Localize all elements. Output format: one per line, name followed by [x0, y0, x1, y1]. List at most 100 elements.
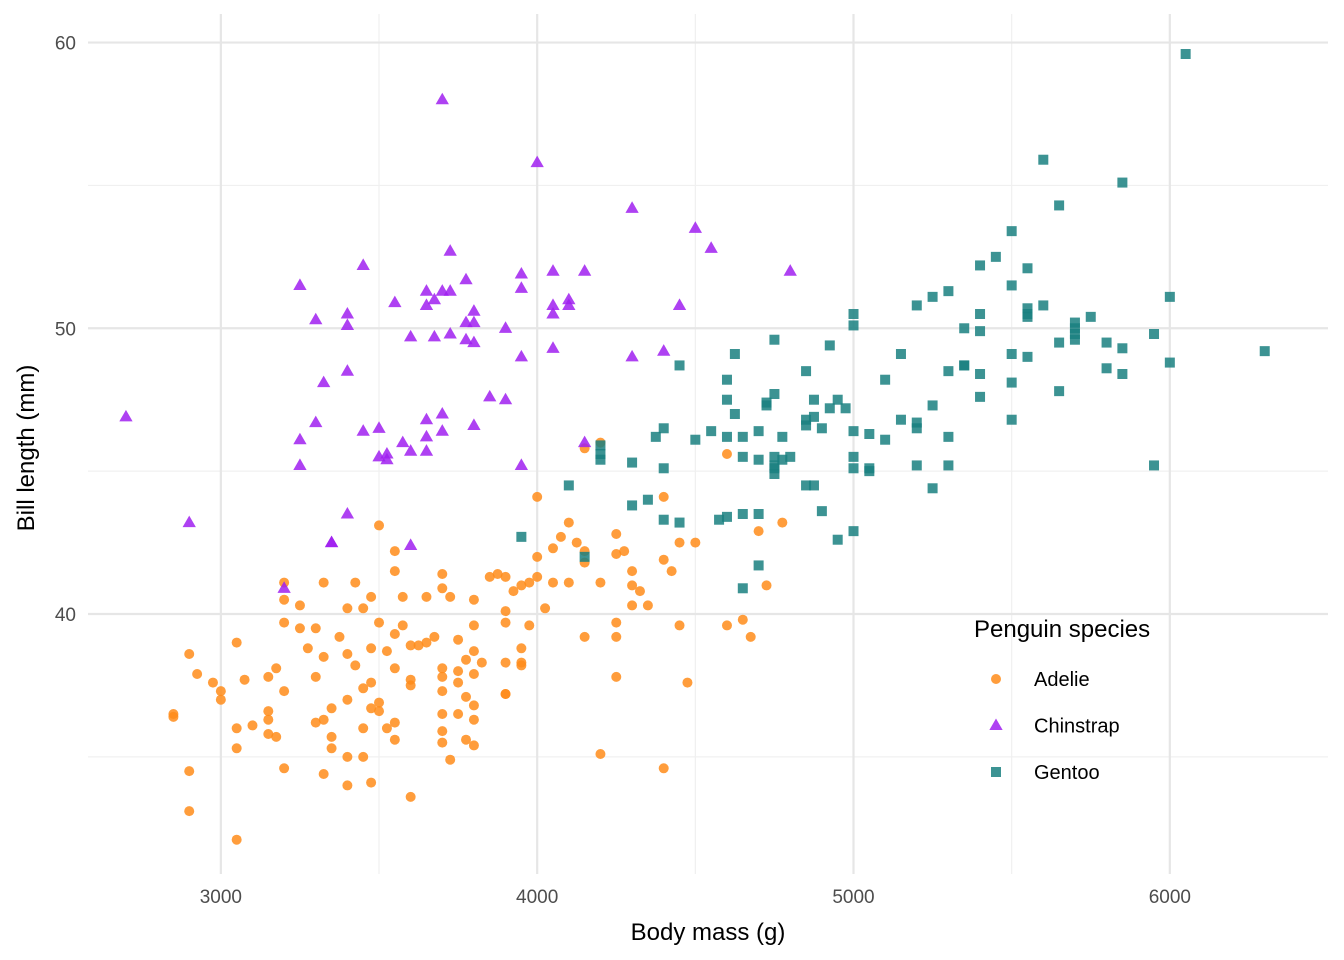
adelie-point [437, 663, 448, 674]
y-axis-title: Bill length (mm) [13, 365, 40, 532]
y-axis-tick-labels: 40 50 60 [55, 34, 76, 626]
gentoo-point [674, 360, 685, 371]
chinstrap-point [625, 201, 639, 213]
gentoo-point [627, 457, 638, 468]
adelie-point [658, 554, 669, 565]
chinstrap-point [459, 332, 473, 345]
gentoo-point [824, 403, 835, 414]
adelie-point [461, 654, 472, 665]
x-tick-label: 6000 [1149, 887, 1191, 908]
adelie-point [453, 709, 464, 719]
chinstrap-point [498, 321, 513, 333]
gentoo-point [1101, 337, 1112, 348]
legend-label: Chinstrap [1034, 716, 1120, 738]
adelie-point [500, 617, 511, 628]
adelie-point [548, 577, 558, 588]
adelie-point [263, 729, 274, 739]
adelie-point [571, 537, 582, 548]
gentoo-point [729, 349, 740, 359]
gentoo-point [911, 460, 922, 471]
adelie-point [508, 586, 519, 597]
gentoo-point [1117, 343, 1128, 354]
adelie-point [682, 677, 693, 688]
gentoo-point [516, 531, 527, 542]
adelie-point [389, 629, 400, 639]
adelie-point [484, 571, 495, 582]
adelie-point [611, 549, 622, 559]
adelie-point [366, 643, 377, 654]
adelie-point [532, 571, 543, 582]
gentoo-point [690, 434, 701, 445]
gentoo-point [721, 431, 732, 442]
adelie-point [358, 723, 369, 734]
gentoo-point [816, 423, 827, 434]
chinstrap-point [514, 281, 529, 293]
chinstrap-point [672, 298, 687, 310]
gentoo-point [729, 409, 740, 419]
gentoo-point [737, 583, 748, 594]
gentoo-point [927, 291, 938, 302]
gentoo-point [777, 454, 788, 465]
adelie-point [579, 631, 590, 642]
adelie-point [318, 577, 329, 588]
adelie-point [627, 580, 638, 591]
chinstrap-point [704, 241, 718, 253]
adelie-point [468, 740, 479, 751]
gentoo-point [1259, 346, 1270, 357]
chinstrap-point [419, 284, 434, 296]
gentoo-point [595, 440, 606, 451]
gentoo-point [627, 500, 638, 511]
adelie-point [532, 491, 543, 502]
adelie-point [279, 594, 290, 605]
chinstrap-point [419, 412, 434, 425]
adelie-point [310, 717, 321, 728]
adelie-point [468, 700, 479, 711]
adelie-point [318, 651, 329, 662]
adelie-point [500, 571, 511, 582]
adelie-point [358, 751, 369, 762]
chinstrap-point [467, 315, 481, 328]
chinstrap-point [443, 284, 457, 296]
gentoo-point [1164, 357, 1175, 368]
gentoo-point [959, 323, 970, 334]
adelie-point [777, 517, 788, 528]
x-tick-label: 3000 [200, 887, 242, 908]
adelie-point [437, 726, 448, 737]
chinstrap-point [396, 435, 410, 448]
gentoo-point [832, 394, 843, 405]
chinstrap-point [309, 415, 323, 428]
adelie-point [318, 714, 329, 725]
adelie-point [279, 763, 290, 774]
gentoo-point [1022, 303, 1033, 314]
chinstrap-point [419, 429, 434, 442]
gentoo-point [595, 454, 606, 465]
adelie-point [563, 577, 574, 588]
adelie-point [532, 551, 543, 562]
chinstrap-point [514, 267, 529, 279]
adelie-point [247, 720, 258, 731]
gentoo-point [1006, 280, 1017, 291]
gentoo-point [1069, 334, 1080, 345]
adelie-point [461, 734, 472, 745]
gentoo-point [832, 534, 843, 545]
major-gridlines [88, 14, 1328, 874]
adelie-point [207, 677, 218, 688]
adelie-point [461, 691, 472, 702]
adelie-point [611, 671, 622, 682]
adelie-point [468, 594, 479, 605]
gentoo-point [1164, 291, 1175, 302]
gentoo-point [737, 431, 748, 442]
gentoo-point [1149, 460, 1160, 471]
adelie-point [445, 754, 456, 765]
y-tick-label: 50 [55, 319, 76, 340]
gentoo-point [714, 514, 725, 525]
chinstrap-point [356, 258, 370, 270]
gentoo-point [658, 514, 669, 525]
x-tick-label: 5000 [832, 887, 874, 908]
adelie-point [215, 686, 226, 697]
adelie-point [445, 591, 456, 602]
adelie-point [453, 666, 464, 677]
gentoo-point [1069, 329, 1080, 339]
gentoo-point [769, 469, 780, 479]
adelie-point [366, 677, 377, 688]
